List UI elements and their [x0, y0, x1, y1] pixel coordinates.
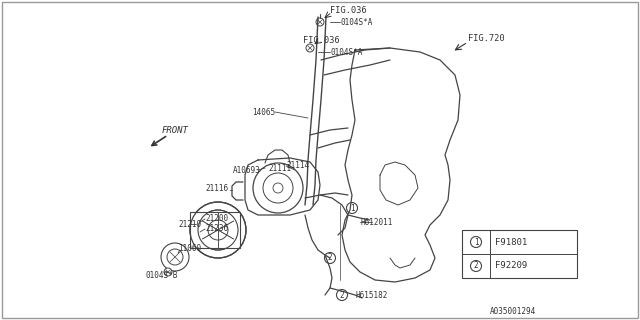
Text: FIG.720: FIG.720 — [468, 34, 505, 43]
Text: 21236: 21236 — [205, 223, 228, 233]
Bar — [190, 212, 240, 248]
Text: H615182: H615182 — [355, 291, 387, 300]
Circle shape — [337, 290, 348, 300]
Circle shape — [164, 268, 172, 276]
Circle shape — [470, 260, 481, 271]
Text: A035001294: A035001294 — [490, 308, 536, 316]
Text: F91801: F91801 — [495, 237, 527, 246]
Text: 0104S*A: 0104S*A — [330, 47, 362, 57]
Text: F92209: F92209 — [495, 261, 527, 270]
Text: FRONT: FRONT — [162, 125, 189, 134]
Circle shape — [346, 203, 358, 213]
Text: 2: 2 — [328, 253, 332, 262]
Text: FIG.036: FIG.036 — [303, 36, 340, 44]
Text: 1: 1 — [474, 237, 478, 246]
Text: 2: 2 — [474, 261, 478, 270]
Text: FIG.036: FIG.036 — [330, 5, 367, 14]
Text: 21114: 21114 — [286, 161, 309, 170]
Circle shape — [306, 44, 314, 52]
Circle shape — [273, 183, 283, 193]
Text: H612011: H612011 — [360, 218, 392, 227]
Text: 21210: 21210 — [178, 220, 201, 228]
Text: 21116: 21116 — [205, 183, 228, 193]
Text: 0104S*B: 0104S*B — [145, 270, 177, 279]
Text: 14065: 14065 — [252, 108, 275, 116]
Bar — [462, 230, 577, 278]
Circle shape — [316, 18, 324, 26]
Text: A10693: A10693 — [233, 165, 260, 174]
Text: 1: 1 — [349, 204, 355, 212]
Text: 11060: 11060 — [178, 244, 201, 252]
Text: 21111: 21111 — [268, 164, 291, 172]
Text: 2: 2 — [340, 291, 344, 300]
Text: 21200: 21200 — [205, 213, 228, 222]
Text: 0104S*A: 0104S*A — [340, 18, 372, 27]
Circle shape — [324, 252, 335, 263]
Circle shape — [470, 236, 481, 247]
